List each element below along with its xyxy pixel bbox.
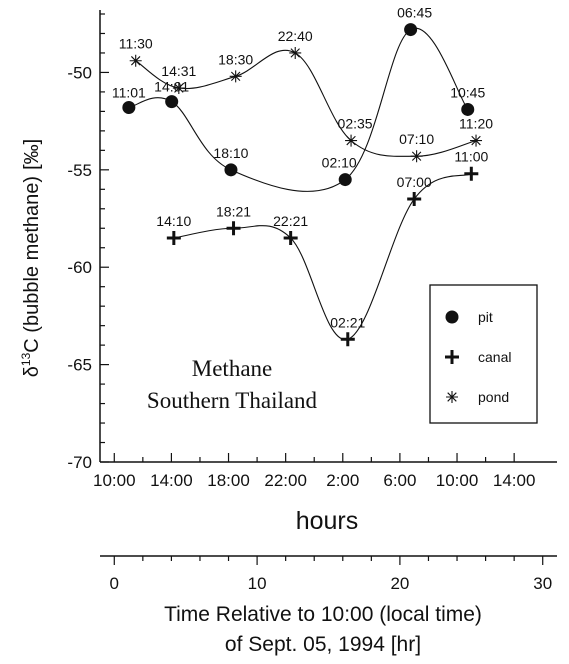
series-markers	[122, 23, 483, 347]
point-label-canal: 18:21	[216, 203, 251, 219]
x-tick-label: 18:00	[207, 471, 250, 490]
legend-label-pond: pond	[478, 389, 509, 405]
point-label-pond: 11:20	[459, 116, 493, 132]
marker-pit	[461, 102, 475, 116]
y-axis-label: δ13C (bubble methane)[‰]	[19, 139, 43, 377]
legend-box	[429, 284, 538, 424]
point-label-canal: 02:21	[330, 314, 365, 330]
x-tick-label: 22:00	[264, 471, 307, 490]
marker-pond	[410, 150, 423, 163]
y-tick-label: -65	[67, 356, 92, 375]
x-tick-label: 10:00	[436, 471, 479, 490]
legend-label-pit: pit	[478, 309, 493, 325]
y-tick-label: -50	[67, 63, 92, 82]
marker-pond	[289, 46, 302, 59]
secondary-axis: 0 10 20 30	[100, 555, 557, 593]
point-label-pond: 22:40	[278, 28, 313, 44]
x-tick-label: 14:00	[493, 471, 536, 490]
marker-canal	[340, 332, 355, 347]
marker-canal	[283, 231, 298, 245]
x-tick-label: 2:00	[326, 471, 359, 490]
legend-marker-canal	[445, 350, 459, 364]
secondary-tick-label: 30	[533, 574, 552, 593]
point-label-pit: 14:01	[154, 79, 189, 95]
point-labels: 11:01 14:01 18:10 02:10 06:45 10:45 14:10 18:21…	[112, 5, 493, 331]
x-tick-label: 14:00	[150, 471, 193, 490]
legend-marker-pit	[445, 310, 459, 324]
y-tick-label: -70	[67, 453, 92, 472]
point-label-canal: 11:00	[454, 149, 488, 165]
point-label-pond: 02:35	[338, 116, 373, 132]
marker-canal	[166, 231, 181, 245]
point-label-pit: 02:10	[322, 155, 357, 171]
marker-pit	[338, 173, 352, 187]
secondary-tick-label: 20	[390, 574, 409, 593]
legend-marker-pond	[446, 391, 458, 403]
point-label-pond: 14:31	[161, 63, 196, 79]
annotation-line-1: Methane	[192, 356, 272, 381]
marker-canal	[226, 221, 241, 236]
point-label-pit: 10:45	[450, 84, 485, 100]
x-axis-title: hours	[296, 507, 359, 535]
x-tick-label: 6:00	[383, 471, 416, 490]
point-label-pond: 11:30	[119, 36, 153, 52]
legend: pit canal pond	[429, 284, 538, 424]
series-line-canal	[173, 173, 472, 340]
point-label-pit: 06:45	[397, 5, 432, 21]
marker-pit	[165, 95, 179, 109]
marker-pond	[172, 82, 185, 95]
point-label-canal: 14:10	[156, 213, 191, 229]
secondary-tick-label: 10	[248, 574, 267, 593]
point-label-pond: 18:30	[218, 51, 253, 67]
secondary-axis-title-line-2: of Sept. 05, 1994 [hr]	[225, 633, 421, 656]
point-label-pond: 07:10	[399, 131, 434, 147]
x-tick-label: 10:00	[93, 471, 136, 490]
marker-pit	[122, 100, 136, 114]
marker-pond	[129, 54, 142, 67]
marker-pond	[470, 134, 483, 147]
point-label-pit: 11:01	[112, 84, 146, 100]
secondary-axis-title-line-1: Time Relative to 10:00 (local time)	[164, 603, 482, 626]
marker-canal	[407, 192, 422, 207]
marker-pit	[404, 23, 418, 37]
secondary-tick-label: 0	[110, 574, 119, 593]
legend-label-canal: canal	[478, 349, 511, 365]
y-tick-label: -55	[67, 161, 92, 180]
y-tick-label: -60	[67, 258, 92, 277]
point-label-canal: 22:21	[273, 213, 308, 229]
point-label-canal: 07:00	[397, 174, 432, 190]
point-label-pit: 18:10	[213, 145, 248, 161]
marker-canal	[464, 166, 479, 181]
marker-pond	[345, 134, 358, 147]
marker-pond	[229, 70, 242, 83]
annotation-line-2: Southern Thailand	[147, 388, 318, 413]
marker-pit	[224, 163, 238, 177]
